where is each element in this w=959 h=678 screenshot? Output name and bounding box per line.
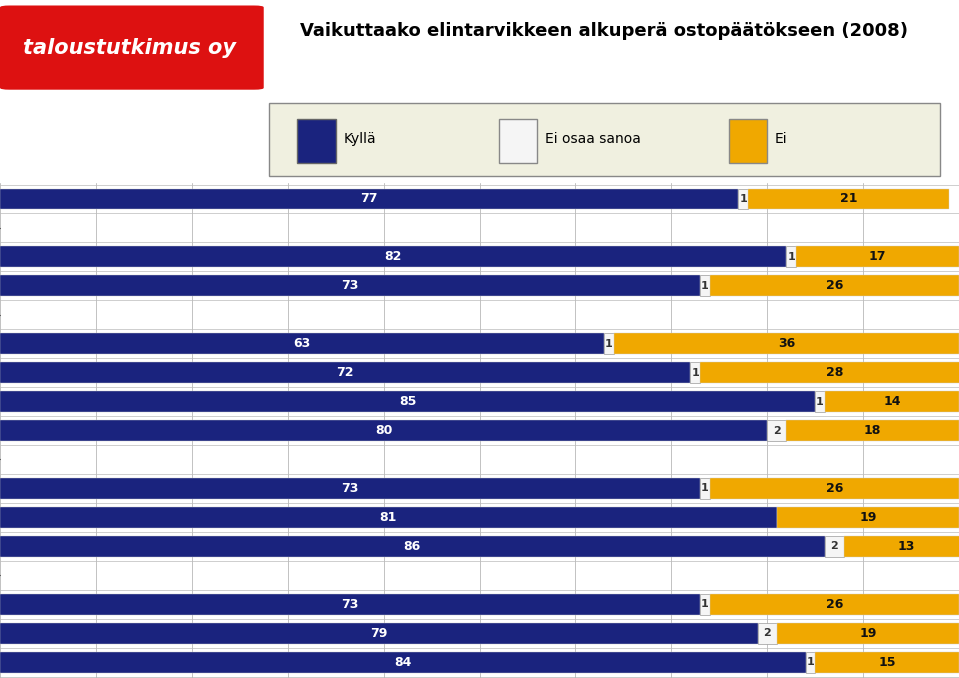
Bar xyxy=(825,536,844,557)
Text: 85: 85 xyxy=(399,395,416,408)
Text: 14: 14 xyxy=(883,395,901,408)
Bar xyxy=(0,188,738,210)
Bar xyxy=(0,478,700,499)
Bar xyxy=(700,275,710,296)
Text: 26: 26 xyxy=(826,598,843,611)
Text: 82: 82 xyxy=(385,250,402,263)
Text: 73: 73 xyxy=(341,482,359,495)
Text: 1: 1 xyxy=(816,397,824,407)
Text: 13: 13 xyxy=(898,540,915,553)
Bar xyxy=(777,622,959,643)
Bar xyxy=(0,536,825,557)
Text: Ei osaa sanoa: Ei osaa sanoa xyxy=(545,132,641,146)
Bar xyxy=(700,594,710,615)
Text: 1: 1 xyxy=(691,367,699,378)
FancyBboxPatch shape xyxy=(297,119,336,163)
Bar xyxy=(0,507,777,527)
Text: 2: 2 xyxy=(773,426,781,435)
FancyBboxPatch shape xyxy=(729,119,767,163)
Bar xyxy=(825,391,959,412)
FancyBboxPatch shape xyxy=(0,5,264,89)
Text: 19: 19 xyxy=(859,626,877,639)
Text: 26: 26 xyxy=(826,279,843,292)
Text: 72: 72 xyxy=(337,366,354,379)
Bar xyxy=(0,622,758,643)
Text: 77: 77 xyxy=(361,193,378,205)
Text: Vaikuttaako elintarvikkeen alkuperä ostopäätökseen (2008): Vaikuttaako elintarvikkeen alkuperä osto… xyxy=(300,22,908,40)
Text: Kyllä: Kyllä xyxy=(343,132,376,146)
Text: 21: 21 xyxy=(840,193,857,205)
Text: 28: 28 xyxy=(826,366,843,379)
Bar xyxy=(0,391,815,412)
Text: 80: 80 xyxy=(375,424,392,437)
Text: 73: 73 xyxy=(341,279,359,292)
Text: 81: 81 xyxy=(380,511,397,524)
Text: 1: 1 xyxy=(701,599,709,610)
Bar xyxy=(710,594,959,615)
Text: 84: 84 xyxy=(394,656,411,669)
Text: 73: 73 xyxy=(341,598,359,611)
Text: taloustutkimus oy: taloustutkimus oy xyxy=(23,37,236,58)
FancyBboxPatch shape xyxy=(269,102,940,176)
Text: 26: 26 xyxy=(826,482,843,495)
Text: 2: 2 xyxy=(763,628,771,638)
Text: 1: 1 xyxy=(701,483,709,494)
Text: 18: 18 xyxy=(864,424,881,437)
Bar xyxy=(0,594,700,615)
Bar xyxy=(738,188,748,210)
Bar xyxy=(0,420,767,441)
Text: Ei: Ei xyxy=(775,132,787,146)
FancyBboxPatch shape xyxy=(499,119,537,163)
Bar xyxy=(0,334,604,354)
Text: 1: 1 xyxy=(787,252,795,262)
Bar xyxy=(748,188,949,210)
Bar xyxy=(786,246,796,267)
Text: 19: 19 xyxy=(859,511,877,524)
Bar xyxy=(796,246,959,267)
Bar xyxy=(614,334,959,354)
Text: 2: 2 xyxy=(830,541,838,551)
Text: 1: 1 xyxy=(701,281,709,291)
Text: 1: 1 xyxy=(605,339,613,348)
Bar xyxy=(0,652,806,673)
Bar xyxy=(710,275,959,296)
Bar xyxy=(0,275,700,296)
Text: 1: 1 xyxy=(807,657,814,667)
Text: 63: 63 xyxy=(293,337,311,351)
Bar xyxy=(690,362,700,383)
Bar xyxy=(700,362,959,383)
Text: 79: 79 xyxy=(370,626,387,639)
Bar xyxy=(844,536,959,557)
Bar xyxy=(815,391,825,412)
Bar xyxy=(604,334,614,354)
Bar xyxy=(786,420,959,441)
Bar xyxy=(777,507,959,527)
Bar xyxy=(0,362,690,383)
Text: 15: 15 xyxy=(878,656,896,669)
Bar xyxy=(700,478,710,499)
Text: 1: 1 xyxy=(739,194,747,204)
Bar xyxy=(806,652,815,673)
Bar xyxy=(710,478,959,499)
Bar xyxy=(758,622,777,643)
Text: 17: 17 xyxy=(869,250,886,263)
Text: 86: 86 xyxy=(404,540,421,553)
Bar xyxy=(767,420,786,441)
Text: 36: 36 xyxy=(778,337,795,351)
Bar xyxy=(0,246,786,267)
Bar xyxy=(815,652,959,673)
